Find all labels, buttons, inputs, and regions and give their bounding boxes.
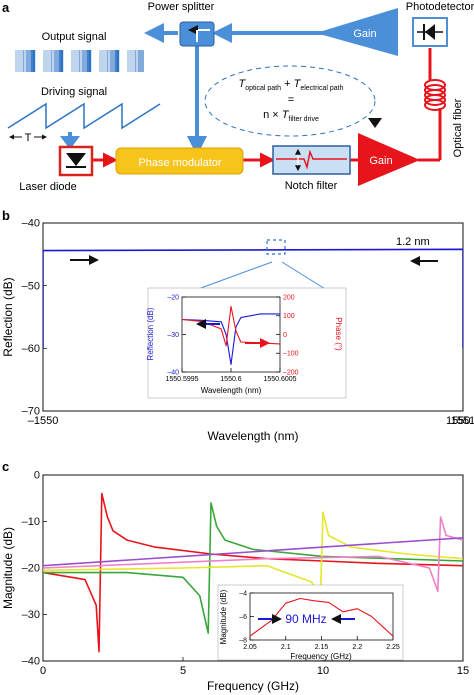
x-tick-label: 2.2 bbox=[352, 644, 362, 651]
y2-tick-label: –200 bbox=[283, 369, 299, 376]
y-tick-label: –30 bbox=[22, 609, 40, 621]
gain-amplifier-red-icon bbox=[358, 133, 420, 186]
zoom-left-arrow bbox=[189, 261, 273, 293]
y-tick-label: –40 bbox=[167, 369, 179, 376]
y-tick-label: –10 bbox=[22, 516, 40, 528]
zoom-right-arrow bbox=[281, 261, 331, 293]
x-tick-label: 1550.5 bbox=[446, 415, 474, 427]
plot-c-xlabel: Frequency (GHz) bbox=[207, 679, 299, 693]
y-tick-label: 0 bbox=[34, 470, 40, 482]
inset-b-ticks: 1550.5995 1550.6 1550.6005 –40 –30 –20 –200 –10… bbox=[165, 294, 298, 383]
series-line-0 bbox=[182, 313, 280, 366]
x-tick-label: 1550.5995 bbox=[165, 376, 198, 383]
loop-equation-equals: = bbox=[288, 94, 294, 106]
inset-c-series bbox=[250, 597, 393, 637]
panel-a-letter: a bbox=[2, 0, 10, 15]
y-tick-label: –20 bbox=[22, 563, 40, 575]
plot-c-ticks: 0 5 10 15 –40 –30 –20 –10 0 bbox=[22, 470, 469, 677]
plot-c-ylabel: Magnitude (dB) bbox=[1, 527, 15, 609]
x-tick-label: 2.1 bbox=[281, 644, 291, 651]
gain-bottom-label: Gain bbox=[369, 155, 392, 167]
period-label: T bbox=[25, 132, 32, 144]
direction-marker-icon bbox=[368, 118, 382, 128]
y2-tick-label: 100 bbox=[283, 313, 295, 320]
y-tick-label: –30 bbox=[167, 332, 179, 339]
x-tick-label: 1551 bbox=[451, 415, 474, 427]
photodiode-icon bbox=[417, 24, 443, 40]
plot-b-ylabel: Reflection (dB) bbox=[1, 277, 15, 356]
x-tick-label: –1550 bbox=[28, 415, 59, 427]
x-tick-label: 2.25 bbox=[386, 644, 400, 651]
series-line-0 bbox=[250, 597, 393, 637]
gain-amplifier-blue-icon bbox=[316, 8, 398, 56]
notch-filter-icon bbox=[276, 148, 347, 172]
laser-diode-label: Laser diode bbox=[19, 181, 77, 193]
inset-b-y2label: Phase (°) bbox=[334, 317, 343, 351]
panel-c: c 0 5 10 15 –40 –30 –20 –10 0 Frequency (GHz) Ma… bbox=[1, 459, 469, 693]
panel-c-letter: c bbox=[2, 459, 9, 474]
y-tick-label: –60 bbox=[22, 343, 40, 355]
x-tick-label: 5 bbox=[180, 665, 186, 677]
bandwidth-label: 90 MHz bbox=[285, 612, 326, 626]
loop-equation-line2: n × Tfilter drive bbox=[263, 109, 319, 123]
y-tick-label: –4 bbox=[239, 590, 247, 597]
gain-top-label: Gain bbox=[353, 28, 376, 40]
output-signal-waveform bbox=[15, 50, 144, 72]
x-tick-label: 15 bbox=[457, 665, 469, 677]
y-tick-label: –50 bbox=[22, 280, 40, 292]
fiber-coil-icon bbox=[424, 79, 446, 111]
notch-filter-box bbox=[272, 145, 351, 175]
zoom-region-box bbox=[266, 239, 286, 255]
x-tick-label: 2.15 bbox=[315, 644, 329, 651]
laser-diode-box bbox=[58, 145, 94, 177]
splitter-arrows-icon bbox=[188, 25, 210, 42]
output-signal-label: Output signal bbox=[42, 31, 107, 43]
loop-equation-line1: Toptical path + Telectrical path bbox=[238, 78, 343, 92]
laser-diode-icon bbox=[66, 153, 86, 168]
plot-c-series bbox=[43, 492, 463, 653]
y2-tick-label: 200 bbox=[283, 294, 295, 301]
photodetector-label: Photodetector bbox=[406, 1, 474, 13]
x-tick-label: 10 bbox=[317, 665, 329, 677]
series-line-4 bbox=[43, 537, 463, 567]
series-line-0 bbox=[43, 492, 463, 653]
x-tick-label: 1550.6005 bbox=[263, 376, 296, 383]
y2-tick-label: –100 bbox=[283, 351, 299, 358]
plot-b-ticks: –1550 1550.51551 –70 –60 –50 –40 bbox=[22, 218, 474, 427]
loop-condition-ellipse bbox=[204, 65, 376, 137]
series-line-1 bbox=[43, 502, 463, 634]
y-tick-label: –6 bbox=[239, 614, 247, 621]
inset-c-xlabel: Frequency (GHz) bbox=[290, 652, 352, 661]
driving-signal-label: Driving signal bbox=[41, 86, 107, 98]
panel-a: a Gain Photodetector Power splitter Out bbox=[2, 0, 474, 193]
series-line-2 bbox=[43, 511, 463, 606]
phase-modulator-box bbox=[115, 147, 244, 175]
y-tick-label: –40 bbox=[22, 218, 40, 230]
optical-fiber-label: Optical fiber bbox=[452, 98, 464, 157]
y-tick-label: –40 bbox=[22, 656, 40, 668]
width-label: 1.2 nm bbox=[396, 236, 430, 248]
x-tick-label: 2.05 bbox=[243, 644, 257, 651]
y-tick-label: –20 bbox=[167, 294, 179, 301]
inset-b-ylabel: Reflection (dB) bbox=[146, 307, 155, 360]
power-splitter-label: Power splitter bbox=[148, 1, 215, 13]
x-tick-label: 1550.6 bbox=[220, 376, 242, 383]
driving-signal-waveform bbox=[7, 102, 161, 130]
plot-b-xlabel: Wavelength (nm) bbox=[208, 429, 299, 443]
series-line-3 bbox=[43, 516, 463, 593]
y2-tick-label: 0 bbox=[283, 332, 287, 339]
drive-arrow-icon bbox=[60, 132, 80, 150]
inset-b-xlabel: Wavelength (nm) bbox=[201, 386, 262, 395]
inset-c-ylabel: Magnitude (dB) bbox=[219, 589, 228, 644]
panel-b: b –1550 1550.51551 –70 –60 –50 –40 Wavelength… bbox=[1, 208, 474, 443]
y-tick-label: –8 bbox=[239, 637, 247, 644]
period-marker: T bbox=[9, 132, 47, 144]
panel-b-letter: b bbox=[2, 208, 10, 223]
x-tick-label: 0 bbox=[40, 665, 46, 677]
y-tick-label: –70 bbox=[22, 406, 40, 418]
phase-modulator-label: Phase modulator bbox=[138, 157, 221, 169]
notch-filter-label: Notch filter bbox=[285, 180, 338, 192]
inset-c-ticks: 2.05 2.1 2.15 2.2 2.25 –8 –6 –4 bbox=[239, 590, 400, 651]
